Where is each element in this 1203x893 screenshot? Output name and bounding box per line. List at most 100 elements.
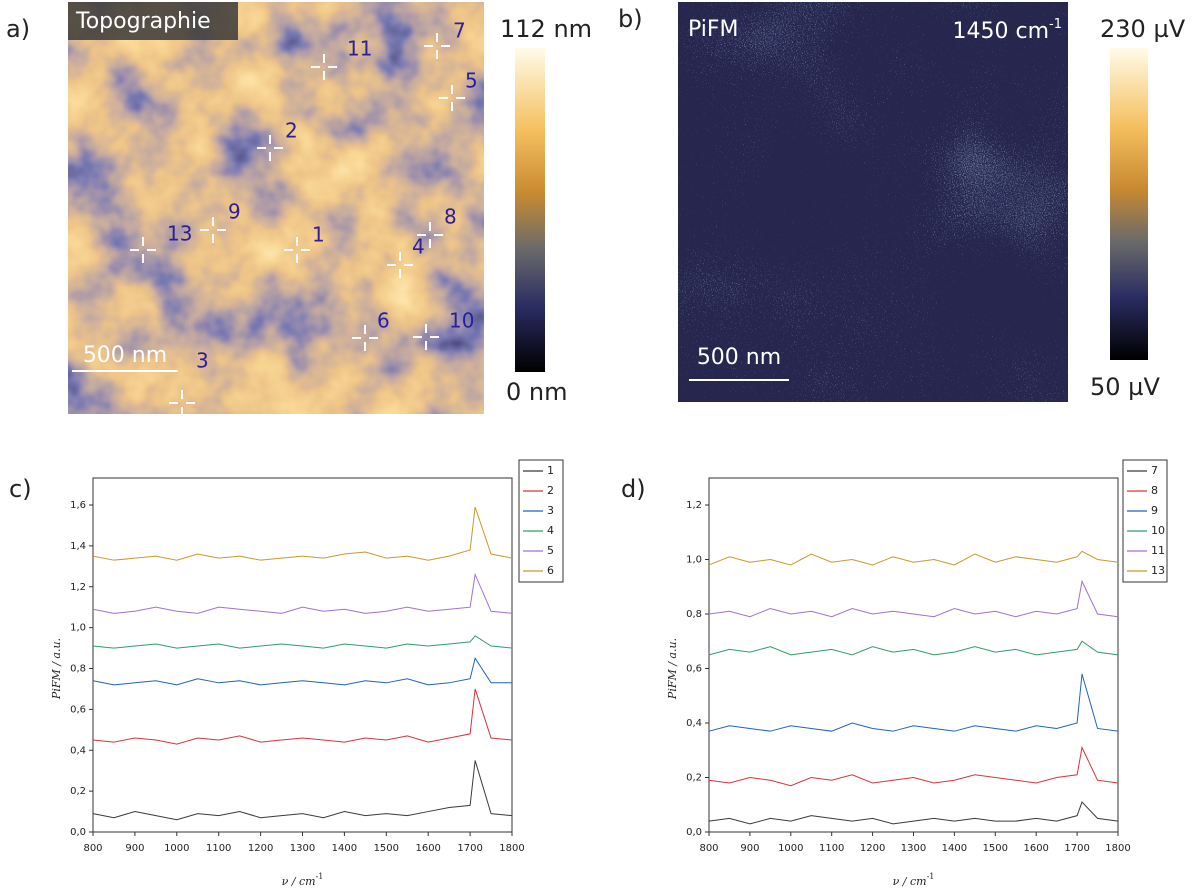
colorbar-min: 50 µV — [1090, 373, 1160, 401]
x-tick-label: 900 — [125, 843, 144, 854]
spectrum-line — [709, 581, 1118, 616]
x-axis-label-exp: -1 — [927, 872, 935, 881]
y-tick-label: 0,4 — [686, 718, 702, 729]
x-tick-label: 1000 — [164, 843, 189, 854]
spectrum-line — [709, 641, 1118, 655]
legend-label: 9 — [1151, 504, 1158, 517]
legend-label: 6 — [547, 564, 554, 577]
panel-label: c) — [9, 475, 32, 503]
panel-label: a) — [6, 15, 30, 43]
x-axis-label-text: ν / cm — [893, 875, 927, 888]
legend-label: 10 — [1151, 524, 1165, 537]
legend-label: 4 — [547, 524, 554, 537]
y-tick-label: 0,0 — [686, 827, 702, 838]
x-tick-label: 900 — [740, 843, 759, 854]
x-axis-label-exp: -1 — [316, 872, 324, 881]
legend-label: 7 — [1151, 464, 1158, 477]
colorbar-max: 230 µV — [1100, 15, 1186, 43]
x-tick-label: 800 — [83, 843, 102, 854]
colorbar-min: 0 nm — [506, 378, 568, 406]
panel-label: d) — [621, 475, 646, 503]
y-tick-label: 0,4 — [70, 745, 86, 756]
plot-frame — [709, 478, 1118, 832]
x-tick-label: 1600 — [415, 843, 440, 854]
y-tick-label: 1,4 — [70, 541, 86, 552]
x-tick-label: 1500 — [374, 843, 399, 854]
x-tick-label: 1700 — [1064, 843, 1089, 854]
spectrum-line — [709, 802, 1118, 824]
image-title: Topographie — [75, 9, 211, 34]
x-tick-label: 1300 — [901, 843, 926, 854]
marker-label: 7 — [453, 19, 466, 43]
legend-label: 8 — [1151, 484, 1158, 497]
spectrum-line — [709, 551, 1118, 565]
legend-label: 1 — [547, 464, 554, 477]
x-tick-label: 1400 — [942, 843, 967, 854]
marker-label: 11 — [347, 37, 372, 61]
pifm-image — [678, 2, 1068, 402]
y-axis-label: PiFM / a.u. — [666, 638, 679, 700]
marker-label: 13 — [167, 222, 192, 246]
x-tick-label: 1100 — [819, 843, 844, 854]
wavenumber: 1450 cm — [953, 19, 1050, 44]
legend-label: 3 — [547, 504, 554, 517]
y-tick-label: 0,6 — [70, 704, 86, 715]
x-tick-label: 1000 — [778, 843, 803, 854]
y-tick-label: 0,6 — [686, 664, 702, 675]
marker-label: 6 — [377, 309, 390, 333]
wavenumber-label: 1450 cm-1 — [953, 17, 1062, 45]
x-tick-label: 1200 — [248, 843, 273, 854]
x-tick-label: 1400 — [332, 843, 357, 854]
y-tick-label: 1,2 — [70, 582, 86, 593]
legend-box — [519, 460, 563, 582]
y-tick-label: 0,2 — [686, 773, 702, 784]
scale-bar-label: 500 nm — [697, 345, 781, 370]
legend-label: 11 — [1151, 544, 1165, 557]
y-tick-label: 0,0 — [70, 827, 86, 838]
marker-label: 4 — [412, 235, 425, 259]
spectrum-line — [93, 760, 512, 819]
spectrum-line — [93, 574, 512, 613]
marker-label: 8 — [444, 205, 457, 229]
y-tick-label: 0,2 — [70, 786, 86, 797]
colorbar — [1110, 48, 1148, 360]
y-tick-label: 1,2 — [686, 500, 702, 511]
spectrum-line — [93, 658, 512, 685]
spectrum-line — [709, 674, 1118, 731]
x-tick-label: 1100 — [206, 843, 231, 854]
colorbar — [515, 48, 545, 372]
image-title: PiFM — [688, 17, 739, 42]
wavenumber-exp: -1 — [1049, 17, 1062, 32]
panel-label: b) — [618, 5, 643, 33]
y-tick-label: 0,8 — [686, 609, 702, 620]
x-tick-label: 1800 — [499, 843, 524, 854]
scale-bar-label: 500 nm — [83, 343, 167, 368]
y-tick-label: 1,0 — [686, 555, 702, 566]
marker-label: 3 — [196, 349, 209, 373]
marker-label: 1 — [312, 223, 325, 247]
spectrum-line — [93, 636, 512, 648]
legend-label: 5 — [547, 544, 554, 557]
spectrum-line — [93, 689, 512, 744]
plot-frame — [93, 478, 512, 832]
spectrum-line — [93, 507, 512, 560]
x-tick-label: 1300 — [290, 843, 315, 854]
colorbar-max: 112 nm — [500, 15, 592, 43]
legend-label: 13 — [1151, 564, 1165, 577]
x-tick-label: 1700 — [457, 843, 482, 854]
y-tick-label: 0,8 — [70, 664, 86, 675]
y-axis-label: PiFM / a.u. — [50, 638, 63, 700]
y-tick-label: 1,0 — [70, 623, 86, 634]
marker-label: 5 — [465, 69, 478, 93]
x-tick-label: 1800 — [1105, 843, 1130, 854]
marker-label: 9 — [228, 200, 241, 224]
x-axis-label: ν / cm-1 — [282, 872, 324, 888]
x-tick-label: 1200 — [860, 843, 885, 854]
figure: a) Topographie 500 nm 123456789101113 11… — [0, 0, 1203, 893]
x-axis-label: ν / cm-1 — [893, 872, 935, 888]
y-tick-label: 1,6 — [70, 500, 86, 511]
legend-label: 2 — [547, 484, 554, 497]
x-axis-label-text: ν / cm — [282, 875, 316, 888]
x-tick-label: 1500 — [983, 843, 1008, 854]
x-tick-label: 1600 — [1023, 843, 1048, 854]
